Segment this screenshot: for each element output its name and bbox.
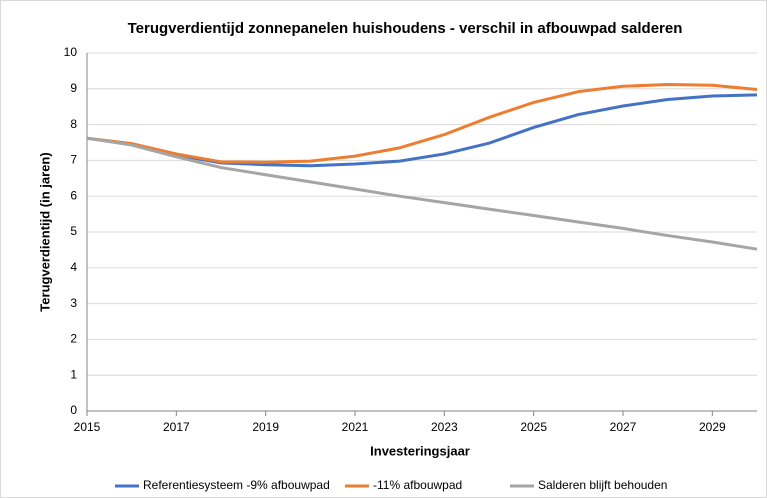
y-tick-label: 4 <box>70 260 77 274</box>
x-tick-label: 2025 <box>520 420 547 434</box>
y-tick-label: 2 <box>70 332 77 346</box>
legend-label: Salderen blijft behouden <box>538 478 667 492</box>
x-tick-label: 2029 <box>699 420 726 434</box>
y-tick-label: 9 <box>70 81 77 95</box>
y-axis-title: Terugverdientijd (in jaren) <box>37 152 52 311</box>
y-tick-label: 3 <box>70 296 77 310</box>
line-series <box>86 83 758 164</box>
y-tick-label: 10 <box>64 45 78 59</box>
legend-label: -11% afbouwpad <box>373 478 462 492</box>
x-tick-label: 2023 <box>431 420 458 434</box>
y-tick-label: 5 <box>70 224 77 238</box>
y-tick-label: 1 <box>70 367 77 381</box>
y-tick-label: 7 <box>70 153 77 167</box>
line-series <box>86 136 758 251</box>
x-tick-label: 2019 <box>252 420 279 434</box>
legend-label: Referentiesysteem -9% afbouwpad <box>143 478 330 492</box>
chart-title: Terugverdientijd zonnepanelen huishouden… <box>128 20 683 37</box>
x-tick-label: 2021 <box>342 420 369 434</box>
x-tick-label: 2027 <box>610 420 637 434</box>
x-tick-label: 2017 <box>163 420 190 434</box>
x-axis-title: Investeringsjaar <box>370 443 470 458</box>
y-tick-label: 0 <box>70 403 77 417</box>
y-tick-label: 8 <box>70 117 77 131</box>
x-tick-label: 2015 <box>74 420 101 434</box>
y-tick-label: 6 <box>70 188 77 202</box>
